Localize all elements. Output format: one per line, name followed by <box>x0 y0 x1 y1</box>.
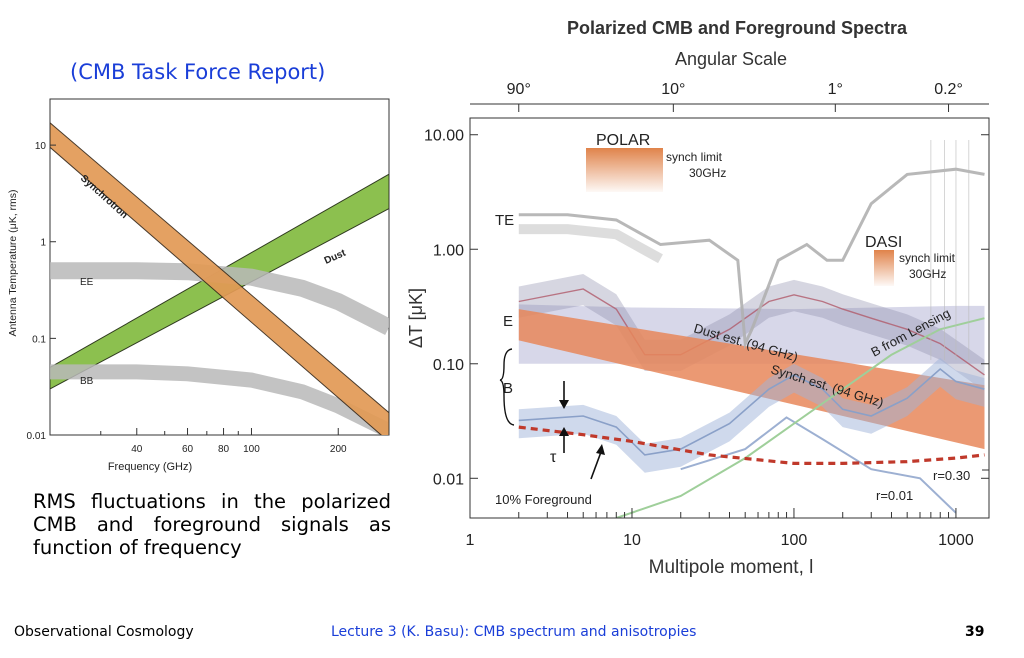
foreground-arrow-head <box>596 444 605 455</box>
left-y-axis-label: Antenna Temperature (μK, rms) <box>7 189 19 336</box>
b-lensing-line <box>615 317 985 518</box>
te-band-low-l <box>518 224 663 264</box>
angular-tick-label: 90° <box>507 81 531 98</box>
footer-course: Observational Cosmology <box>14 624 194 640</box>
polarization-chart: Polarized CMB and Foreground Spectra Ang… <box>406 18 990 578</box>
dasi-30ghz: 30GHz <box>909 267 946 281</box>
left-x-tick-label: 80 <box>218 444 230 455</box>
right-chart-title: Polarized CMB and Foreground Spectra <box>567 18 908 38</box>
b-label: B <box>503 380 513 397</box>
right-y-tick-label: 10.00 <box>424 128 464 145</box>
te-curve <box>518 167 985 350</box>
ee-label: EE <box>80 277 94 288</box>
foreground-label: 10% Foreground <box>495 492 592 507</box>
left-x-tick-label: 100 <box>243 444 260 455</box>
left-x-tick-label: 60 <box>182 444 194 455</box>
figure-caption: RMS fluctuations in the polarized CMB an… <box>33 490 391 559</box>
e-mode-line <box>518 288 985 376</box>
left-x-tick-label: 40 <box>131 444 143 455</box>
angular-tick-label: 0.2° <box>934 81 963 98</box>
te-label: TE <box>495 212 514 229</box>
tau-label: τ <box>550 449 557 466</box>
right-axes: 0.01 0.10 1.00 10.00 1 10 100 1000 <box>424 128 989 549</box>
b-mode-r030-band <box>518 357 985 473</box>
left-y-tick-label: 10 <box>35 141 47 152</box>
tau-arrow-up-head <box>559 427 569 436</box>
right-x-tick-label: 100 <box>781 532 808 549</box>
bb-label: BB <box>80 376 94 387</box>
dasi-synch-limit: synch limit <box>899 251 956 265</box>
left-x-tick-label: 200 <box>330 444 347 455</box>
polar-synch-limit: synch limit <box>666 150 723 164</box>
r001-label: r=0.01 <box>876 488 913 503</box>
right-x-axis-label: Multipole moment, l <box>649 557 814 578</box>
angular-scale-label: Angular Scale <box>675 49 787 69</box>
left-x-axis-label: Frequency (GHz) <box>108 461 192 473</box>
page-number: 39 <box>965 624 985 640</box>
right-y-tick-label: 1.00 <box>433 242 464 259</box>
e-mode-band <box>518 274 985 392</box>
right-y-tick-label: 0.10 <box>433 357 464 374</box>
right-x-tick-label: 1000 <box>938 532 974 549</box>
angular-tick-label: 1° <box>828 81 843 98</box>
right-y-tick-label: 0.01 <box>433 471 464 488</box>
foreground-dashed-line <box>518 425 985 465</box>
e-label: E <box>503 313 513 330</box>
right-y-axis-label: ΔT [μK] <box>406 288 426 348</box>
b-mode-r030-line <box>518 367 985 456</box>
angular-scale-ticks: 90° 10° 1° 0.2° <box>470 81 989 112</box>
b-mode-r001-line <box>680 416 957 514</box>
ee-band <box>50 262 389 335</box>
left-y-tick-label: 0.01 <box>27 431 47 442</box>
r030-label: r=0.30 <box>933 468 970 483</box>
b-brace <box>499 348 515 426</box>
left-y-tick-label: 1 <box>40 238 46 249</box>
dasi-label: DASI <box>865 234 902 251</box>
left-plot-area <box>50 122 389 435</box>
polar-label: POLAR <box>596 132 650 149</box>
tau-arrow-down-head <box>559 400 569 409</box>
right-x-tick-label: 1 <box>466 532 475 549</box>
right-plot-area <box>518 140 985 518</box>
bb-band <box>50 364 389 435</box>
polar-30ghz: 30GHz <box>689 166 726 180</box>
synchrotron-band <box>50 122 389 435</box>
right-x-tick-label: 10 <box>623 532 641 549</box>
footer-lecture: Lecture 3 (K. Basu): CMB spectrum and an… <box>331 624 697 640</box>
polar-box <box>586 148 663 192</box>
dasi-box <box>874 250 894 286</box>
left-y-tick-label: 0.1 <box>32 334 46 345</box>
report-title: (CMB Task Force Report) <box>70 60 326 84</box>
foreground-arrow <box>590 451 602 480</box>
angular-tick-label: 10° <box>661 81 685 98</box>
